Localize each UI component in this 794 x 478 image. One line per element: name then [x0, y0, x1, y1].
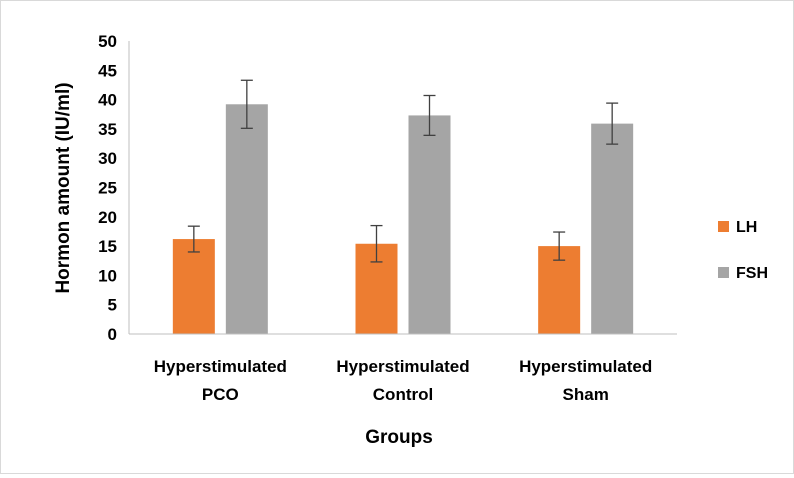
y-tick-label: 20 [98, 208, 117, 227]
y-tick-label: 35 [98, 120, 117, 139]
y-tick-label: 25 [98, 179, 117, 198]
y-tick-label: 40 [98, 91, 117, 110]
legend-label-fsh: FSH [736, 265, 768, 282]
bar-lh [172, 239, 215, 334]
bars [172, 104, 634, 335]
error-bars [187, 79, 619, 263]
y-tick-label: 10 [98, 266, 117, 285]
y-tick-labels: 0 5 10 15 20 25 30 35 40 45 50 [98, 32, 117, 344]
y-tick-label: 15 [98, 237, 117, 256]
x-tick-labels: Hyperstimulated PCO Hyperstimulated Control… [154, 357, 653, 404]
legend-swatch-lh [718, 221, 729, 232]
y-tick-label: 30 [98, 149, 117, 168]
y-tick-label: 50 [98, 32, 117, 51]
y-tick-label: 45 [98, 61, 117, 80]
x-tick-label: Hyperstimulated [519, 357, 652, 376]
legend-swatch-fsh [718, 267, 729, 278]
x-tick-label: Hyperstimulated [336, 357, 469, 376]
x-tick-label: Hyperstimulated [154, 357, 287, 376]
bar-fsh [225, 104, 268, 335]
x-tick-label: PCO [202, 385, 239, 404]
x-tick-label: Control [373, 385, 433, 404]
legend-label-lh: LH [736, 219, 757, 236]
y-tick-label: 0 [108, 325, 117, 344]
y-axis-title: Hormon amount (IU/ml) [53, 82, 74, 293]
legend: LH FSH [718, 219, 768, 282]
bar-fsh [408, 115, 451, 334]
x-axis-title: Groups [365, 427, 433, 448]
bar-fsh [591, 123, 634, 334]
y-tick-label: 5 [108, 296, 117, 315]
x-tick-label: Sham [563, 385, 609, 404]
